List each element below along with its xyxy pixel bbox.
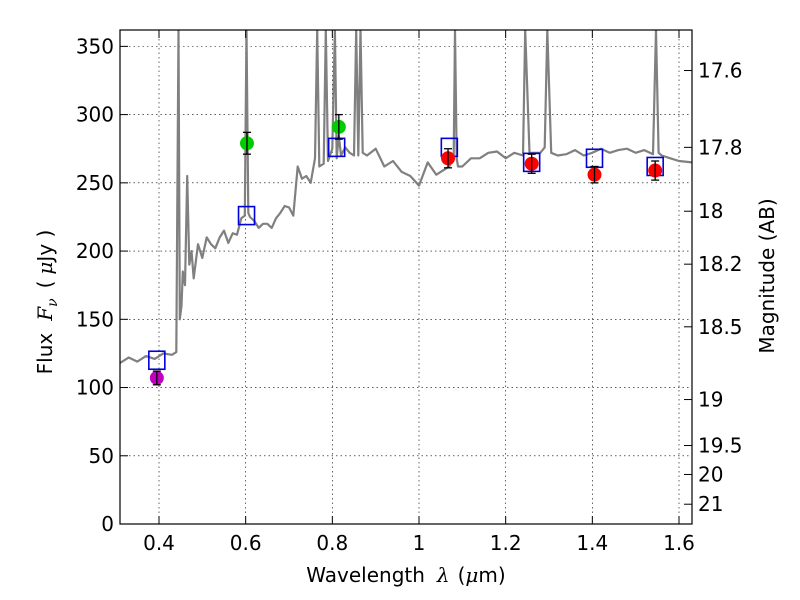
model-photometry-square <box>237 205 256 226</box>
x-axis-title: Wavelength λ (μm) <box>306 563 505 587</box>
x-tick-label: 1.4 <box>576 531 608 555</box>
x-tick-label: 1 <box>413 531 426 555</box>
model-photometry-square <box>327 137 346 158</box>
y-tick-label: 350 <box>76 34 114 58</box>
y2-tick-label: 18.5 <box>698 315 743 339</box>
y2-tick-label: 21 <box>698 492 723 516</box>
x-tick-label: 0.4 <box>143 531 175 555</box>
model-photometry-square <box>148 350 166 371</box>
y-tick-label: 100 <box>76 376 114 400</box>
y-axis-title: FluxFν(μJy ) <box>33 230 61 375</box>
y-tick-label: 50 <box>89 444 114 468</box>
y-tick-label: 300 <box>76 103 114 127</box>
spectrum-layer <box>120 30 692 364</box>
plot-frame <box>119 29 693 525</box>
tick-labels: 0.4 0.6 0.8 1 1.2 1.4 1.6 0 50 100 150 200 250 300 350… <box>76 34 743 555</box>
y2-tick-label: 18.2 <box>698 252 743 276</box>
y2-tick-label: 18 <box>698 199 723 223</box>
model-spectrum-line <box>120 30 692 364</box>
x-tick-label: 1.2 <box>490 531 522 555</box>
right-axis-title: Magnitude (AB) <box>755 198 779 353</box>
y-tick-label: 200 <box>76 239 114 263</box>
x-tick-label: 0.6 <box>230 531 262 555</box>
x-tick-label: 1.6 <box>663 531 695 555</box>
points-layer <box>148 113 664 386</box>
tick-marks <box>120 30 692 525</box>
y2-tick-label: 19.5 <box>698 434 743 458</box>
y2-tick-label: 17.8 <box>698 135 743 159</box>
y-tick-label: 150 <box>76 307 114 331</box>
y-tick-label: 0 <box>101 512 114 536</box>
grid-lines <box>120 30 692 525</box>
y-tick-label: 250 <box>76 171 114 195</box>
x-tick-label: 0.8 <box>316 531 348 555</box>
y2-tick-label: 19 <box>698 388 723 412</box>
y2-tick-label: 20 <box>698 462 723 486</box>
y2-tick-label: 17.6 <box>698 59 743 83</box>
